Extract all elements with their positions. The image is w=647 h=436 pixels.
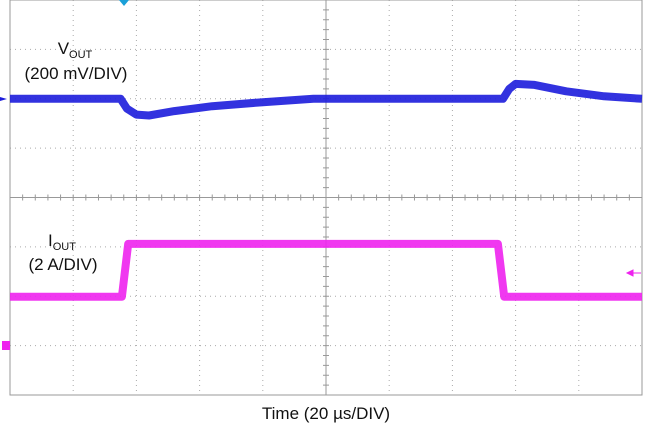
trace: [10, 79, 643, 120]
trigger-level-marker: [625, 269, 641, 277]
iout-main: I: [48, 231, 53, 250]
trace: [10, 239, 642, 301]
iout-sub: OUT: [53, 241, 77, 253]
iout-scale: (2 A/DIV): [29, 255, 98, 274]
frame: [9, 0, 643, 396]
vout-scale: (200 mV/DIV): [25, 64, 128, 83]
iout-label: IOUT: [48, 231, 76, 253]
channel1-marker: [0, 97, 7, 101]
vout-label: VOUT: [58, 39, 93, 61]
vout-sub: OUT: [69, 49, 93, 61]
x-axis-label: Time (20 µs/DIV): [262, 404, 390, 423]
trigger-marker: [119, 0, 129, 6]
channel2-marker: [2, 341, 10, 350]
grid: [9, 0, 643, 396]
traces: [10, 79, 643, 301]
vout-main: V: [58, 39, 70, 58]
